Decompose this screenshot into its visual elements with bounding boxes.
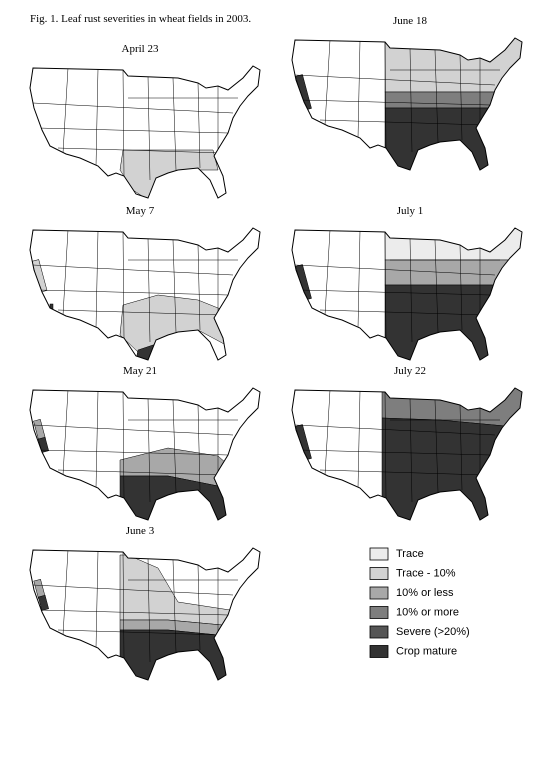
map-label: May 7 [126,205,155,217]
region [119,629,229,680]
region [384,259,522,286]
legend-label: Crop mature [396,645,457,657]
map: July 1 [291,205,523,361]
map: July 22 [291,365,523,521]
region [384,91,522,109]
map-label: July 22 [394,365,426,377]
map: June 18 [291,15,523,171]
map-label: July 1 [397,205,424,217]
legend-swatch [369,645,389,658]
legend-label: 10% or less [396,587,454,599]
map: May 21 [29,365,261,521]
caption: Fig. 1. Leaf rust severities in wheat fi… [30,13,251,25]
map: May 7 [29,205,261,361]
region [384,38,522,93]
region [381,409,522,520]
legend-label: Severe (>20%) [396,626,470,638]
region [31,259,48,293]
map: June 3 [29,525,261,681]
legend-swatch [369,567,389,580]
region [295,424,312,461]
legend-swatch [369,586,389,600]
region [295,264,312,301]
legend: Trace Trace - 10% 10% or less 10% or more Se… [369,547,470,658]
map: April 23 [29,43,261,199]
map-label: April 23 [122,43,159,55]
region [384,284,522,360]
legend-label: 10% or more [396,606,459,618]
legend-label: Trace - 10% [396,567,456,579]
legend-swatch [369,625,389,639]
legend-label: Trace [396,548,424,560]
region [119,294,229,353]
legend-swatch [369,606,389,619]
map-label: May 21 [123,365,157,377]
region [33,418,46,441]
map-label: June 3 [126,525,155,537]
region [384,228,522,261]
legend-swatch [369,547,389,561]
region [37,594,49,611]
region [295,74,312,111]
map-label: June 18 [393,15,427,27]
